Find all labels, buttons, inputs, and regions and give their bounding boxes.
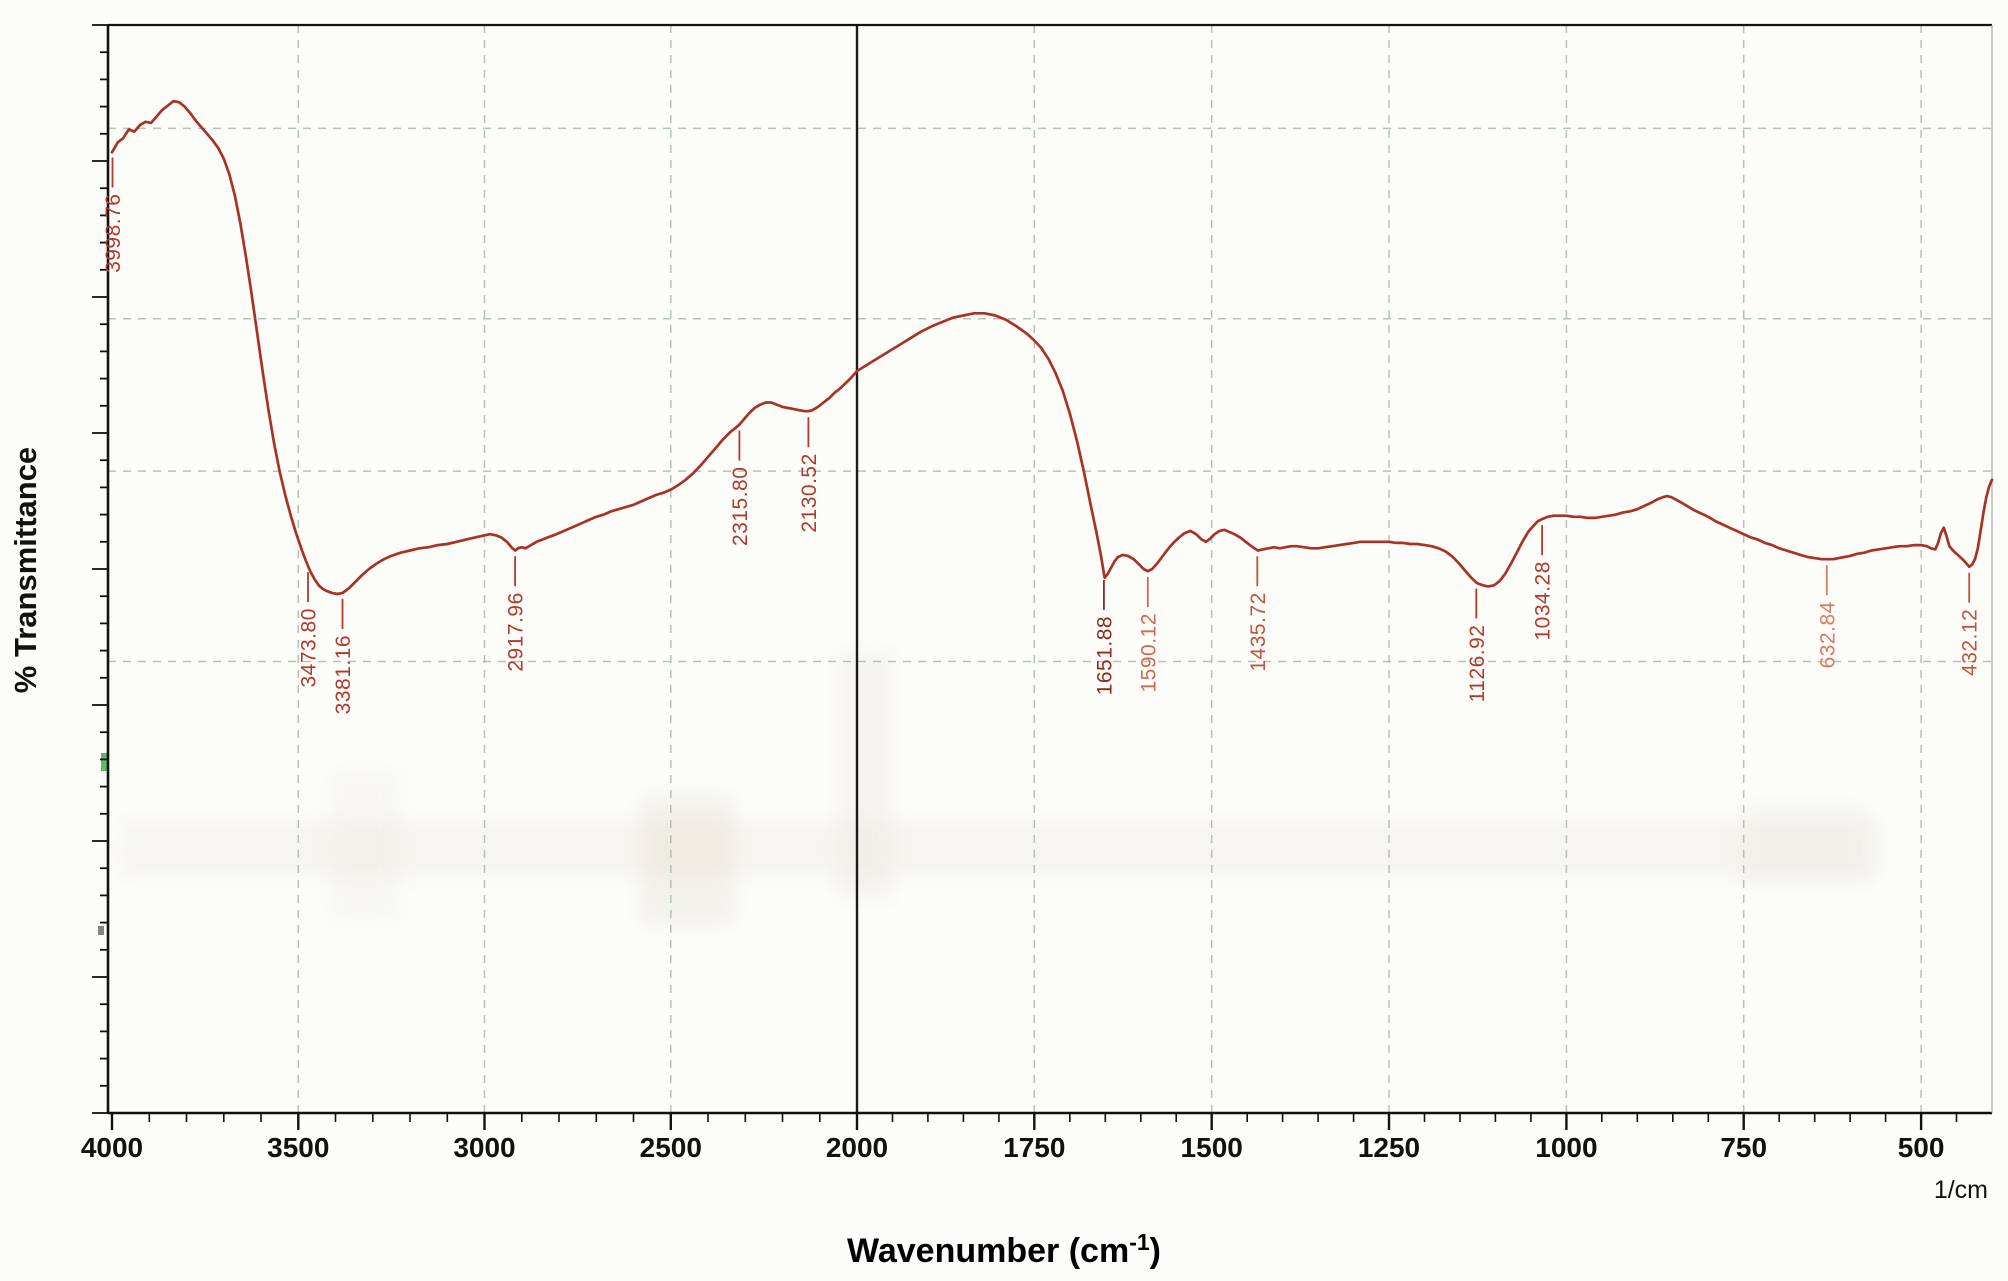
peak-label: 632.84 [1816, 601, 1839, 668]
x-axis-title-main: Wavenumber (cm [847, 1232, 1129, 1270]
x-tick-label: 4000 [81, 1132, 143, 1163]
spectrum-curve-layer [110, 99, 1994, 596]
scan-smudge [330, 770, 400, 920]
x-tick-label: 1250 [1358, 1132, 1420, 1163]
x-axis-title: Wavenumber (cm-1) [847, 1229, 1161, 1270]
dark-speck [98, 926, 104, 935]
peak-label: 2130.52 [798, 453, 821, 532]
green-fleck [101, 753, 109, 771]
x-tick-label: 2000 [826, 1132, 888, 1163]
peak-label: 3381.16 [332, 635, 355, 714]
x-tick-label: 3000 [453, 1132, 515, 1163]
x-tick-label: 1000 [1535, 1132, 1597, 1163]
x-axis-title-superscript: -1 [1129, 1229, 1150, 1255]
x-axis-title-close: ) [1150, 1232, 1161, 1270]
scan-smudge [1740, 805, 1870, 885]
gridlines-layer [108, 25, 1992, 1113]
peak-label: 1034.28 [1532, 561, 1555, 640]
peak-label: 1651.88 [1093, 616, 1116, 695]
x-tick-label: 750 [1720, 1132, 1767, 1163]
x-tick-label: 3500 [267, 1132, 329, 1163]
tick-labels-layer: 4000 3500 3000 2500 2000 1750 1500 1250 1000 750 5… [81, 1132, 1945, 1163]
x-unit-label: 1/cm [1934, 1176, 1988, 1204]
y-axis-title: % Transmittance [8, 447, 43, 693]
peak-label: 432.12 [1959, 609, 1982, 676]
peak-annotations-layer: 3998.76 3473.80 3381.16 2917.96 2315.80 2130.… [102, 157, 1982, 714]
peak-label: 3998.76 [102, 194, 125, 273]
x-tick-label: 2500 [640, 1132, 702, 1163]
x-tick-label: 1750 [1003, 1132, 1065, 1163]
spectrum-curve [110, 99, 1994, 596]
peak-label: 3473.80 [298, 608, 321, 687]
peak-label: 1590.12 [1137, 613, 1160, 692]
scan-smudge [120, 820, 1880, 878]
peak-label: 2917.96 [505, 592, 528, 671]
scan-smudge [838, 650, 893, 900]
x-tick-label: 1500 [1181, 1132, 1243, 1163]
scan-artifacts [98, 650, 1880, 935]
peak-label: 2315.80 [729, 467, 752, 546]
peak-label: 1126.92 [1466, 625, 1489, 703]
ticks-layer [92, 24, 1958, 1130]
axes-layer [106, 23, 1993, 1115]
x-tick-label: 500 [1898, 1132, 1945, 1163]
scan-smudge [640, 795, 735, 925]
peak-label: 1435.72 [1247, 592, 1270, 671]
